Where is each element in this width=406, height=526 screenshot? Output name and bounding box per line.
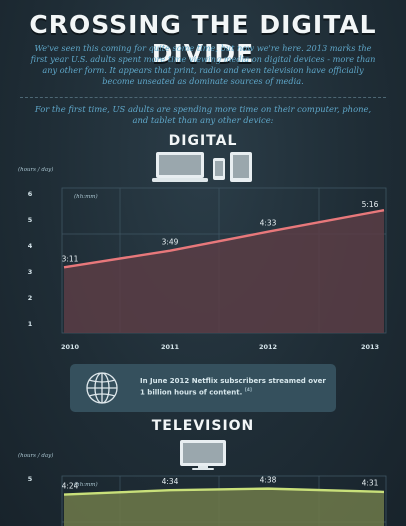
data-label: 3:49 xyxy=(162,238,179,247)
laptop-icon xyxy=(152,152,208,182)
y-tick-label: 4 xyxy=(28,242,33,250)
data-label: 4:33 xyxy=(260,219,277,228)
x-tick-label: 2010 xyxy=(61,343,80,351)
y-tick-label: 3 xyxy=(28,268,33,276)
page-title: CROSSING THE DIGITAL DIVIDE xyxy=(29,10,377,68)
tablet-icon xyxy=(230,152,252,182)
television-chart: (hh:mm)4:24 4:34 4:38 4:31 5 xyxy=(28,475,387,526)
series-area xyxy=(64,488,384,526)
globe-icon xyxy=(86,372,118,404)
data-label: 4:31 xyxy=(362,478,379,487)
lead-text: For the first time, US adults are spendi… xyxy=(34,104,372,125)
phone-icon xyxy=(213,158,225,180)
x-tick-label: 2013 xyxy=(361,343,379,351)
y-tick-label: 5 xyxy=(28,475,33,483)
digital-y-axis-label: (hours / day) xyxy=(18,167,54,173)
television-y-axis-label: (hours / day) xyxy=(18,453,54,459)
unit-label: (hh:mm) xyxy=(74,481,98,488)
television-title: TELEVISION xyxy=(151,418,255,434)
netflix-note: In June 2012 Netflix subscribers streame… xyxy=(70,364,336,412)
divider xyxy=(20,97,386,98)
y-tick-label: 5 xyxy=(28,216,33,224)
y-tick-label: 6 xyxy=(28,190,33,198)
digital-chart: (hh:mm) 3:11 3:49 4:33 5:16 1 2 3 4 5 6 2010 2011 201… xyxy=(28,187,387,351)
data-label: 4:34 xyxy=(162,477,179,486)
x-tick-label: 2011 xyxy=(161,343,180,351)
y-tick-label: 1 xyxy=(28,320,33,328)
x-tick-label: 2012 xyxy=(259,343,277,351)
tv-icon xyxy=(180,440,226,470)
intro-text: We've seen this coming for quite some ti… xyxy=(30,43,376,86)
series-line xyxy=(63,208,385,269)
plot-frame xyxy=(61,475,387,526)
y-tick-label: 2 xyxy=(28,294,33,302)
netflix-note-text: In June 2012 Netflix subscribers streame… xyxy=(140,377,326,397)
digital-title: DIGITAL xyxy=(168,133,238,149)
data-label: 3:11 xyxy=(62,254,79,263)
devices-icon-group xyxy=(152,152,252,182)
series-line xyxy=(63,487,385,496)
data-label: 4:38 xyxy=(260,476,277,485)
unit-label: (hh:mm) xyxy=(74,193,98,200)
data-label: 5:16 xyxy=(362,200,379,209)
data-label: 4:24 xyxy=(62,482,79,491)
series-area xyxy=(64,210,384,333)
